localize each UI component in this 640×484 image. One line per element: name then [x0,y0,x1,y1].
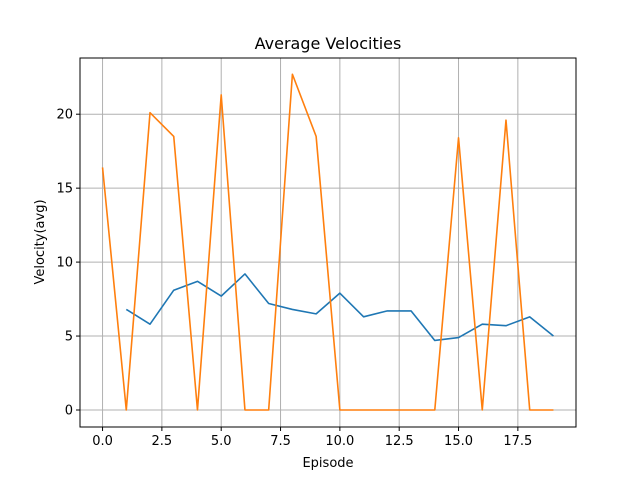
x-tick-label: 0.0 [92,434,113,449]
series-layer [101,73,554,411]
chart-title: Average Velocities [255,34,402,53]
x-tick-label: 17.5 [503,434,532,449]
x-tick-label: 2.5 [152,434,173,449]
y-tick-label: 10 [56,256,73,271]
x-tick-label: 15.0 [444,434,473,449]
series-blue-line [125,273,554,342]
grid-lines [80,58,576,427]
plot-area-frame [79,57,577,428]
x-axis-label: Episode [302,456,353,471]
y-tick-label: 5 [65,330,73,345]
y-tick-label: 20 [56,108,73,123]
x-axis-ticks: 0.0 2.5 5.0 7.5 10.0 12.5 15.0 17.5 [92,427,532,449]
y-tick-label: 0 [65,403,73,418]
x-tick-label: 12.5 [385,434,414,449]
y-axis-label: Velocity(avg) [33,199,48,284]
x-tick-label: 5.0 [211,434,232,449]
y-axis-ticks: 0 5 10 15 20 [56,108,80,418]
y-tick-label: 15 [56,182,73,197]
series-orange-line [101,73,554,411]
x-tick-label: 10.0 [325,434,354,449]
x-tick-label: 7.5 [270,434,291,449]
